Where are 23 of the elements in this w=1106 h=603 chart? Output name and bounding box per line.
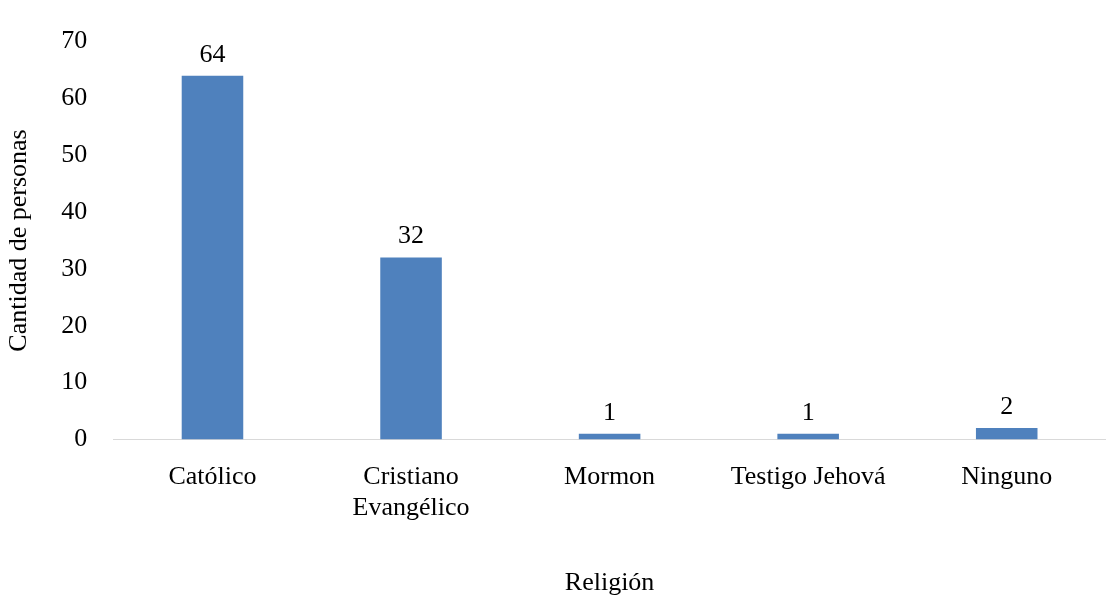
x-tick-label: Católico <box>168 460 257 490</box>
bar <box>975 428 1038 440</box>
y-tick-label: 70 <box>61 25 88 55</box>
y-axis-title: Cantidad de personas <box>3 129 33 352</box>
y-tick-label: 60 <box>61 82 88 112</box>
y-tick-label: 40 <box>61 195 88 225</box>
bar <box>380 257 442 440</box>
y-tick-label: 20 <box>61 309 88 339</box>
data-label: 2 <box>1000 390 1014 420</box>
data-label: 1 <box>801 396 815 426</box>
data-label: 64 <box>199 38 226 68</box>
x-tick-label: Testigo Jehová <box>730 460 887 490</box>
x-tick-label: Ninguno <box>961 460 1053 490</box>
bar <box>181 75 244 440</box>
data-label: 1 <box>603 396 617 426</box>
x-axis-title: Religión <box>564 567 655 597</box>
y-tick-label: 10 <box>61 366 88 396</box>
y-tick-label: 0 <box>74 423 88 453</box>
x-tick-label: Mormon <box>564 460 656 490</box>
x-tick-label: Cristiano Evangélico <box>352 460 470 522</box>
y-tick-label: 30 <box>61 252 88 282</box>
data-label: 32 <box>398 220 425 250</box>
y-tick-label: 50 <box>61 139 88 169</box>
